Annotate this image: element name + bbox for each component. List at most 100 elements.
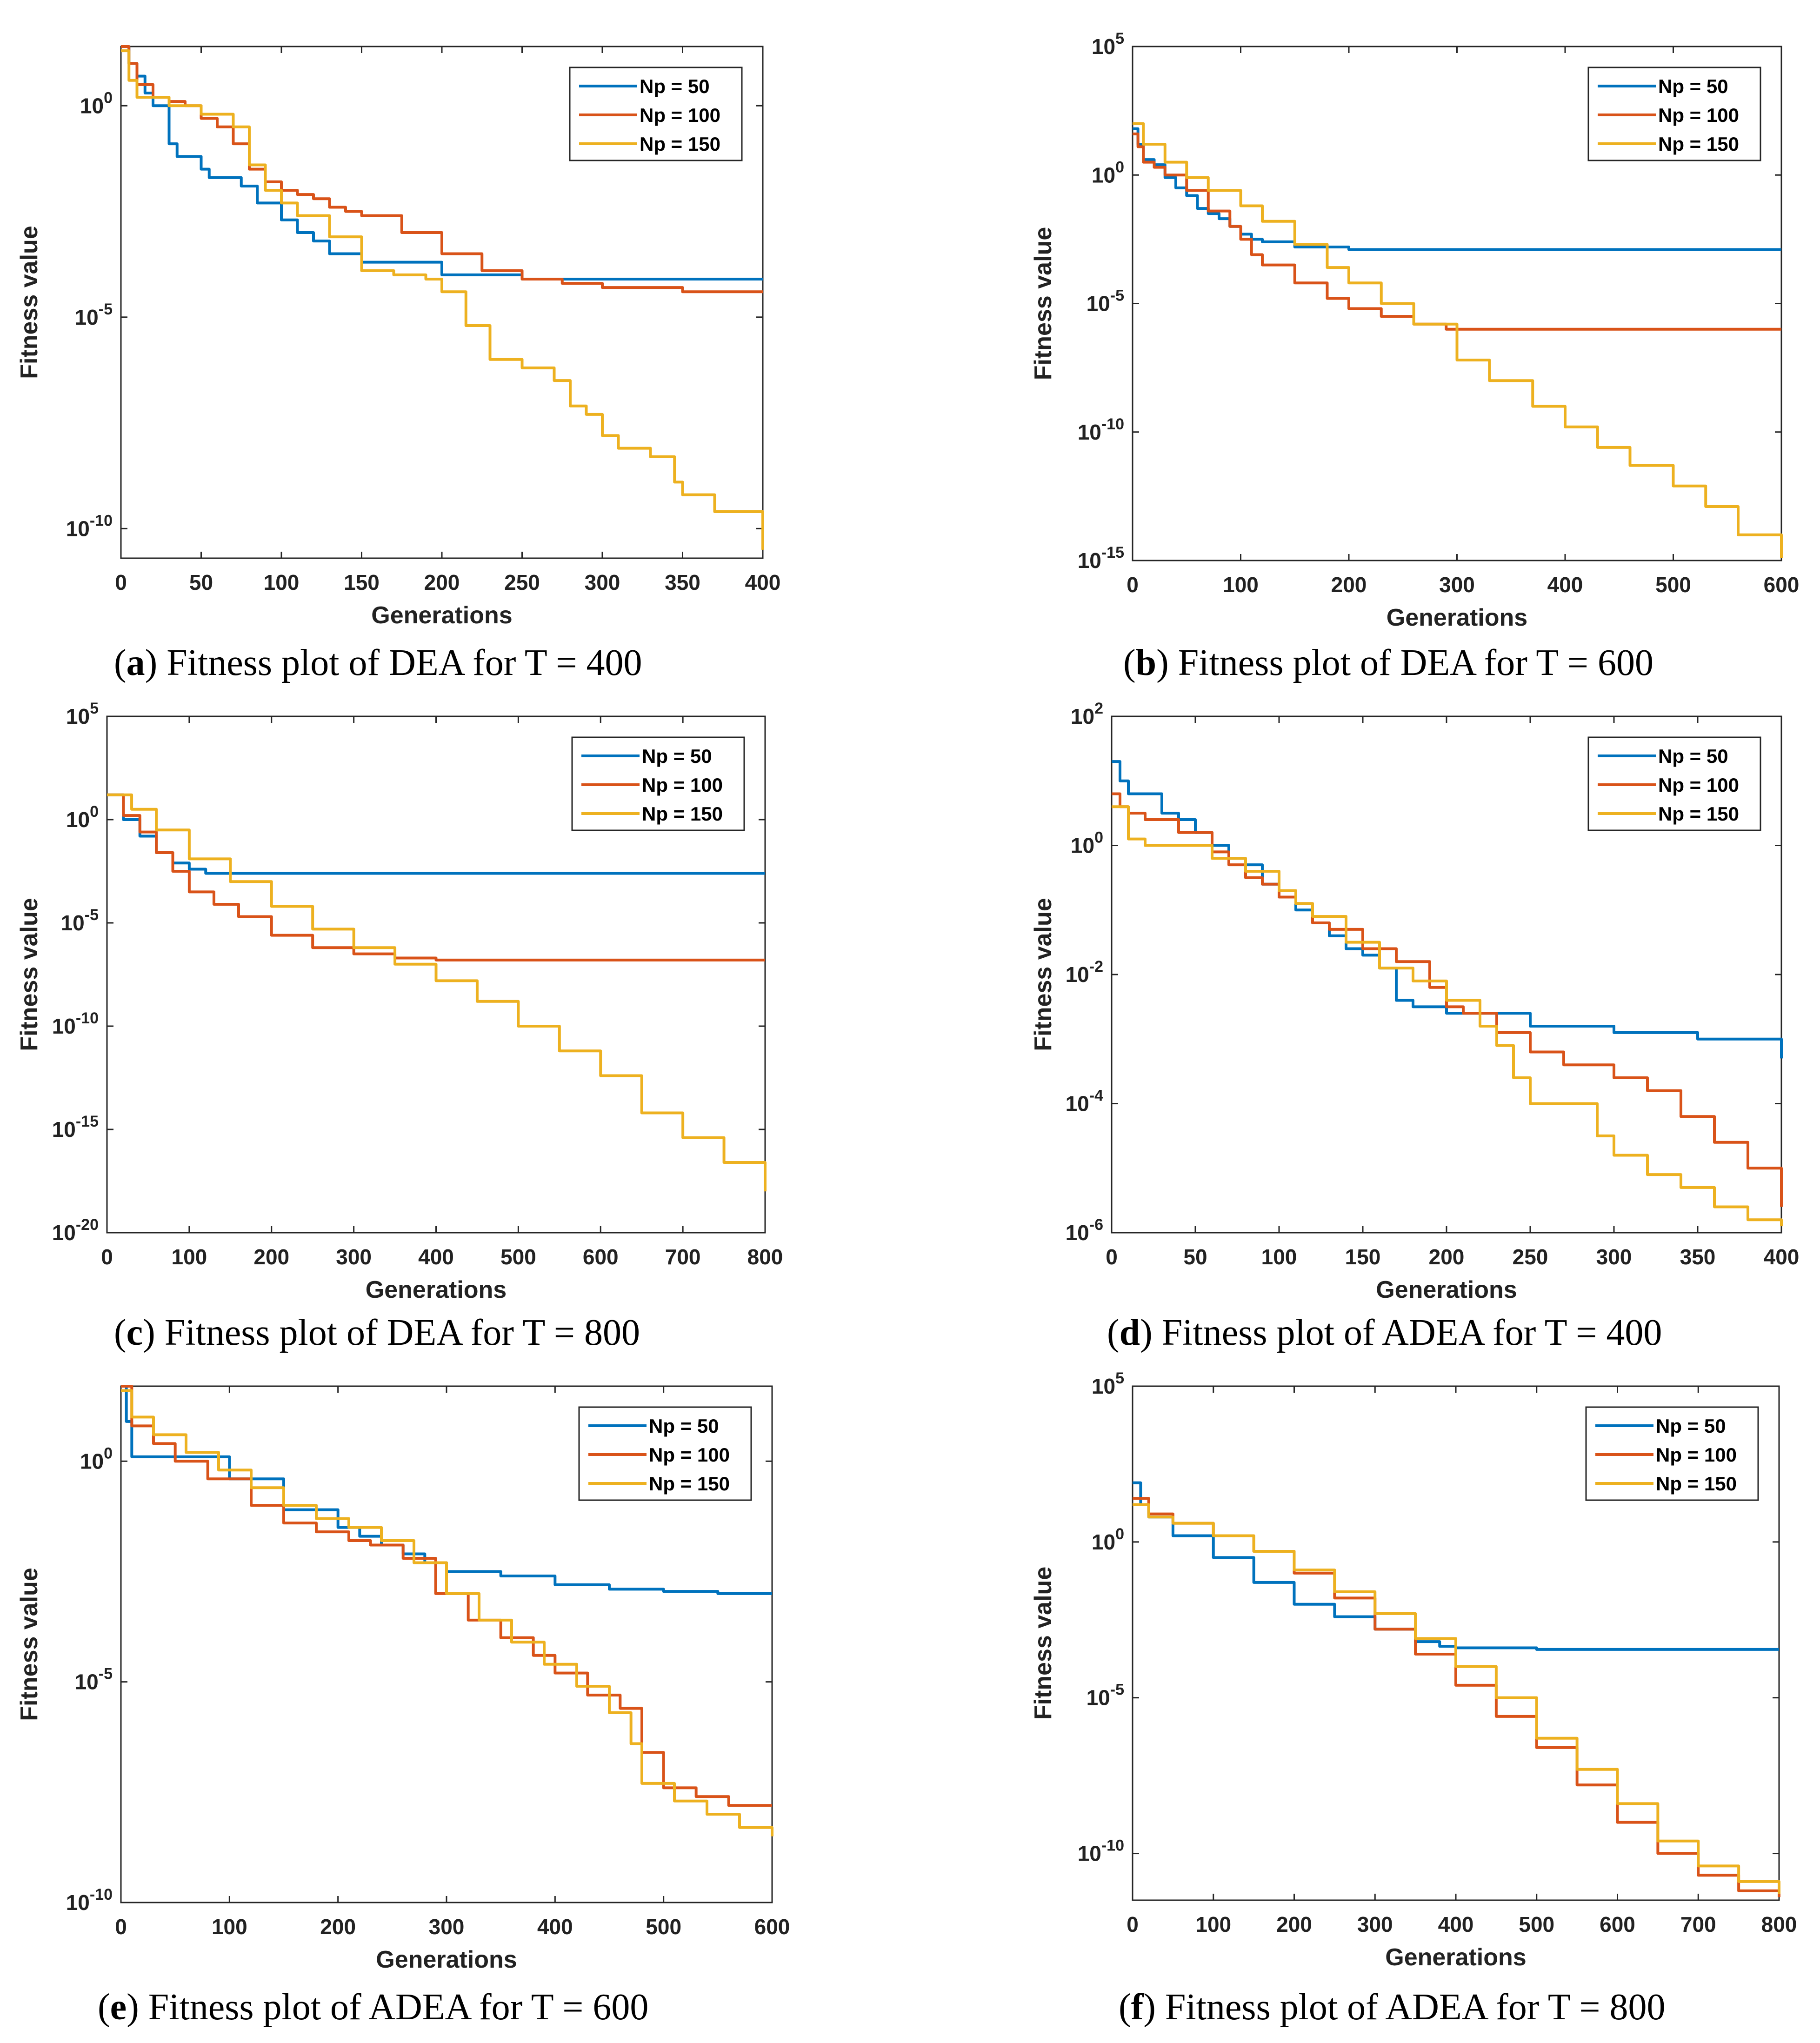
y-tick-exponent: -10 bbox=[1101, 415, 1124, 433]
y-tick-base: 10 bbox=[66, 1890, 90, 1915]
chart-panel-f: 0 100 200 300 400 500 600 700 800 105 100 10-5 10-10… bbox=[1014, 1368, 1820, 2037]
chart-panel-c: 0 100 200 300 400 500 600 700 800 105 100 10-5 10-10… bbox=[0, 698, 837, 1358]
x-tick-label: 800 bbox=[1761, 1912, 1797, 1936]
y-tick-exponent: -5 bbox=[1110, 1681, 1124, 1699]
chart-svg-a: 0 50 100 150 200 250 300 350 40010010-510-10Gene… bbox=[16, 45, 780, 629]
y-tick-exponent: 0 bbox=[104, 1444, 113, 1462]
y-tick-label: 105 bbox=[1092, 30, 1124, 59]
y-tick-exponent: -5 bbox=[99, 300, 113, 318]
y-tick-exponent: 0 bbox=[90, 803, 99, 821]
y-tick-exponent: -10 bbox=[76, 1009, 99, 1027]
chart-svg-d: 0 50 100 150 200 250 300 350 40010210010-210-410… bbox=[1030, 700, 1799, 1303]
series-line-Np-150 bbox=[121, 1389, 773, 1836]
y-tick-label: 100 bbox=[1071, 829, 1103, 858]
x-tick-label: 400 bbox=[1547, 573, 1583, 597]
chart-svg-f: 0 100 200 300 400 500 600 700 80010510010-510-10… bbox=[1030, 1369, 1797, 1971]
caption-letter-d: d bbox=[1119, 1312, 1140, 1353]
x-tick-label: 0 bbox=[115, 1915, 127, 1939]
y-tick-base: 10 bbox=[80, 1449, 104, 1473]
y-tick-label: 100 bbox=[80, 89, 113, 118]
y-tick-base: 10 bbox=[80, 93, 104, 118]
y-tick-label: 10-20 bbox=[52, 1216, 99, 1245]
y-tick-base: 10 bbox=[1092, 1374, 1115, 1398]
x-tick-label: 400 bbox=[1438, 1912, 1474, 1936]
y-tick-base: 10 bbox=[1087, 1686, 1110, 1710]
y-tick-label: 10-5 bbox=[75, 1665, 113, 1694]
x-tick-label: 700 bbox=[1680, 1912, 1716, 1936]
x-tick-label: 400 bbox=[418, 1245, 454, 1269]
chart-panel-a: 0 50 100 150 200 250 300 350 400 100 10-5 10-10 Gene… bbox=[0, 28, 837, 688]
x-tick-label: 300 bbox=[585, 570, 620, 594]
y-tick-exponent: -5 bbox=[85, 906, 99, 924]
y-tick-exponent: 2 bbox=[1094, 700, 1103, 717]
legend-label: Np = 150 bbox=[1658, 803, 1739, 825]
x-tick-label: 200 bbox=[424, 570, 460, 594]
y-tick-exponent: -5 bbox=[1110, 287, 1124, 305]
x-tick-label: 400 bbox=[537, 1915, 573, 1939]
y-tick-base: 10 bbox=[66, 516, 90, 541]
y-tick-exponent: -15 bbox=[1101, 544, 1124, 561]
legend-label: Np = 150 bbox=[642, 803, 723, 825]
y-tick-label: 100 bbox=[1092, 1525, 1124, 1554]
y-tick-exponent: -10 bbox=[90, 1886, 113, 1903]
x-tick-label: 100 bbox=[1223, 573, 1259, 597]
y-tick-base: 10 bbox=[52, 1014, 76, 1038]
caption-text-e: Fitness plot of ADEA for T = 600 bbox=[148, 1987, 649, 2028]
y-tick-exponent: -6 bbox=[1089, 1216, 1103, 1234]
x-tick-label: 250 bbox=[504, 570, 540, 594]
y-axis-label: Fitness value bbox=[1030, 898, 1057, 1051]
caption-letter-b: b bbox=[1135, 642, 1157, 683]
caption-text-c: Fitness plot of DEA for T = 800 bbox=[164, 1312, 640, 1353]
caption-c: (c) Fitness plot of DEA for T = 800 bbox=[114, 1312, 640, 1353]
y-tick-base: 10 bbox=[1092, 34, 1115, 59]
x-tick-label: 200 bbox=[320, 1915, 356, 1939]
y-tick-base: 10 bbox=[1078, 1842, 1101, 1866]
x-tick-label: 100 bbox=[212, 1915, 247, 1939]
y-tick-base: 10 bbox=[1078, 420, 1101, 444]
caption-d: (d) Fitness plot of ADEA for T = 400 bbox=[1107, 1312, 1662, 1353]
y-tick-exponent: 0 bbox=[104, 89, 113, 107]
x-tick-label: 50 bbox=[1183, 1245, 1207, 1269]
y-tick-base: 10 bbox=[1066, 962, 1089, 987]
y-tick-label: 10-15 bbox=[52, 1113, 99, 1142]
y-tick-label: 105 bbox=[66, 700, 99, 728]
x-tick-label: 0 bbox=[1106, 1245, 1118, 1269]
y-tick-exponent: 5 bbox=[90, 700, 99, 717]
x-tick-label: 350 bbox=[665, 570, 700, 594]
y-axis-label: Fitness value bbox=[16, 1568, 43, 1721]
y-tick-base: 10 bbox=[1078, 548, 1101, 573]
x-tick-label: 600 bbox=[754, 1915, 790, 1939]
y-tick-exponent: -10 bbox=[90, 512, 113, 529]
caption-text-d: Fitness plot of ADEA for T = 400 bbox=[1161, 1312, 1662, 1353]
y-tick-label: 10-15 bbox=[1078, 544, 1124, 573]
x-tick-label: 200 bbox=[1276, 1912, 1312, 1936]
x-axis-label: Generations bbox=[371, 602, 512, 629]
y-tick-base: 10 bbox=[75, 1670, 99, 1694]
caption-text-b: Fitness plot of DEA for T = 600 bbox=[1178, 642, 1653, 683]
y-axis-label: Fitness value bbox=[16, 226, 43, 379]
y-tick-label: 10-5 bbox=[1087, 1681, 1124, 1710]
legend-label: Np = 50 bbox=[1658, 75, 1728, 97]
y-tick-base: 10 bbox=[1092, 163, 1115, 187]
x-tick-label: 300 bbox=[1439, 573, 1475, 597]
y-tick-base: 10 bbox=[66, 704, 90, 728]
chart-panel-e: 0 100 200 300 400 500 600 100 10-5 10-10 Generatio… bbox=[0, 1368, 837, 2037]
y-tick-label: 10-5 bbox=[75, 300, 113, 329]
x-tick-label: 350 bbox=[1680, 1245, 1716, 1269]
legend-label: Np = 100 bbox=[1658, 104, 1739, 126]
x-tick-label: 500 bbox=[646, 1915, 681, 1939]
x-tick-label: 800 bbox=[747, 1245, 783, 1269]
caption-e: (e) Fitness plot of ADEA for T = 600 bbox=[98, 1987, 649, 2028]
y-tick-label: 10-2 bbox=[1066, 958, 1103, 987]
y-tick-exponent: 5 bbox=[1115, 1369, 1124, 1387]
legend-label: Np = 150 bbox=[640, 133, 720, 155]
x-tick-label: 0 bbox=[1127, 1912, 1139, 1936]
chart-svg-b: 0 100 200 300 400 500 60010510010-510-1010-15G… bbox=[1030, 30, 1799, 631]
x-tick-label: 100 bbox=[1195, 1912, 1231, 1936]
y-tick-label: 10-4 bbox=[1066, 1087, 1103, 1116]
series-line-Np-150 bbox=[121, 49, 764, 550]
legend-label: Np = 150 bbox=[1656, 1473, 1737, 1495]
x-tick-label: 600 bbox=[1600, 1912, 1635, 1936]
caption-letter-f: f bbox=[1131, 1987, 1144, 2028]
y-tick-label: 100 bbox=[1092, 158, 1124, 187]
